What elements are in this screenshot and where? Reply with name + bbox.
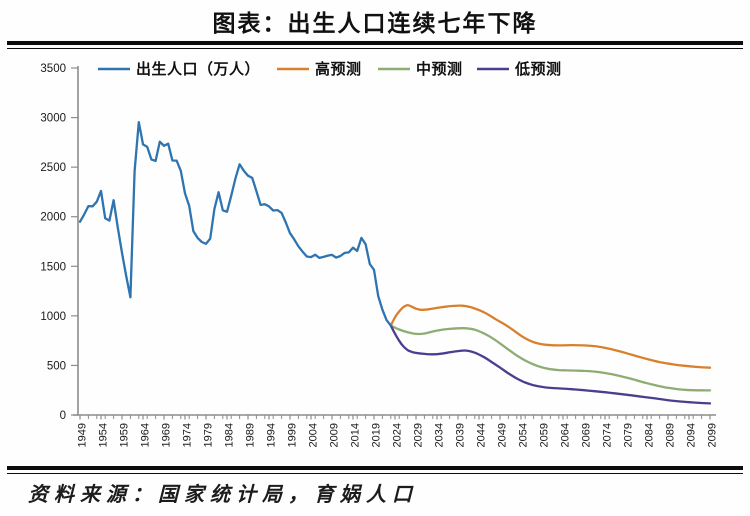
y-tick-label: 500 — [47, 360, 66, 372]
y-tick-label: 2500 — [40, 162, 66, 174]
x-tick-label: 2054 — [518, 423, 530, 447]
x-tick-label: 2079 — [623, 423, 635, 447]
x-tick-label: 2029 — [413, 423, 425, 447]
x-tick-label: 1954 — [98, 423, 110, 447]
x-tick-label: 2009 — [329, 423, 341, 447]
legend-item: 出生人口（万人） — [98, 60, 260, 78]
legend-item: 高预测 — [277, 60, 362, 78]
y-tick-label: 3500 — [40, 63, 66, 75]
x-tick-label: 2034 — [434, 423, 446, 447]
x-tick-label: 1994 — [266, 423, 278, 447]
birth-population-chart: 0 500 1000 1500 2000 2500 3000 3500 1949 1954 1959… — [40, 60, 719, 447]
legend-label: 低预测 — [514, 60, 562, 78]
x-tick-label: 2039 — [455, 423, 467, 447]
x-tick-label: 1989 — [245, 423, 257, 447]
x-tick-label: 2084 — [644, 423, 656, 447]
series-historical — [78, 120, 392, 327]
x-tick-label: 2074 — [602, 423, 614, 447]
legend-label: 高预测 — [315, 60, 362, 78]
x-tick-label: 2064 — [560, 423, 572, 447]
x-tick-label: 1964 — [140, 423, 152, 447]
legend-item: 中预测 — [378, 60, 463, 78]
axes — [73, 65, 716, 416]
y-tick-labels: 0 500 1000 1500 2000 2500 3000 3500 — [40, 63, 78, 422]
x-tick-label: 1979 — [203, 423, 215, 447]
top-divider — [7, 41, 743, 49]
x-tick-label: 1949 — [77, 423, 89, 447]
y-tick-label: 3000 — [40, 113, 66, 125]
x-tick-label: 1984 — [224, 423, 236, 447]
x-tick-label: 1969 — [161, 423, 173, 447]
y-tick-label: 1000 — [40, 311, 66, 323]
series-forecast-low — [389, 324, 712, 405]
y-tick-label: 0 — [60, 410, 66, 422]
chart-title: 图表：出生人口连续七年下降 — [212, 10, 538, 36]
x-tick-label: 2049 — [497, 423, 509, 447]
x-tick-label: 2044 — [476, 423, 488, 447]
y-tick-label: 1500 — [40, 261, 66, 273]
x-tick-label: 1974 — [182, 423, 194, 447]
x-tick-label: 2069 — [581, 423, 593, 447]
x-tick-label: 2094 — [686, 423, 698, 447]
x-tick-label: 2099 — [707, 423, 719, 447]
bottom-divider — [7, 466, 743, 474]
legend-label: 中预测 — [416, 60, 463, 78]
x-tick-label: 2004 — [308, 423, 320, 447]
legend-item: 低预测 — [477, 60, 562, 78]
x-tick-label: 2089 — [665, 423, 677, 447]
series-forecast-high — [389, 303, 712, 369]
x-tick-label: 1959 — [119, 423, 131, 447]
legend-label: 出生人口（万人） — [136, 60, 260, 78]
source-note: 资料来源：国家统计局，育娲人口 — [28, 484, 418, 506]
x-tick-labels: 1949 1954 1959 1964 1969 1974 1979 1984 1989 1994… — [77, 415, 719, 447]
y-tick-label: 2000 — [40, 212, 66, 224]
x-tick-label: 2024 — [392, 423, 404, 447]
series-forecast-medium — [389, 324, 712, 392]
x-tick-label: 2059 — [539, 423, 551, 447]
x-tick-label: 2014 — [350, 423, 362, 447]
legend: 出生人口（万人） 高预测 中预测 低预测 — [98, 60, 562, 78]
x-tick-label: 2019 — [371, 423, 383, 447]
x-tick-label: 1999 — [287, 423, 299, 447]
